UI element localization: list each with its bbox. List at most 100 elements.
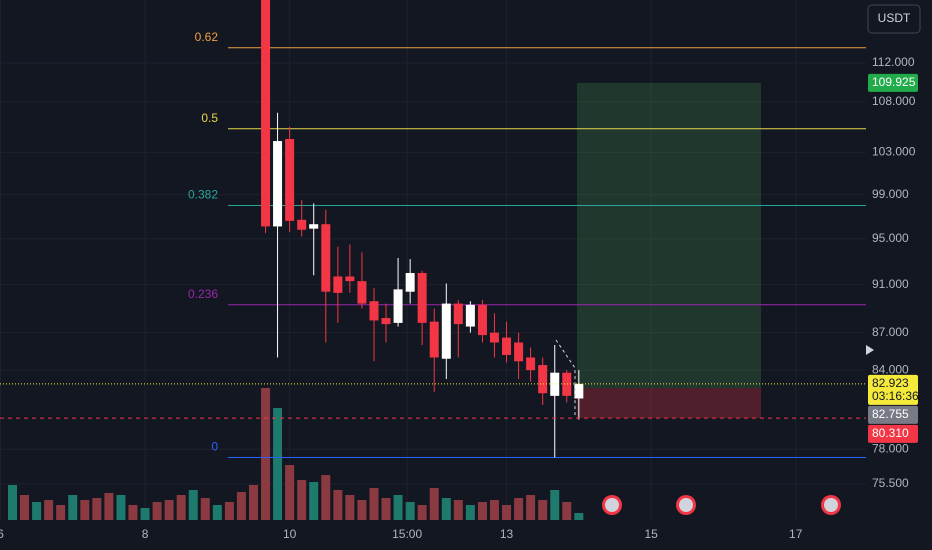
volume-bar xyxy=(465,505,475,520)
scroll-arrow[interactable] xyxy=(866,345,874,355)
fib-label: 0.62 xyxy=(195,30,219,44)
volume-bar xyxy=(261,388,271,520)
volume-bar xyxy=(429,488,439,520)
volume-bar xyxy=(285,465,295,520)
volume-bar xyxy=(44,500,54,520)
x-tick-label: 8 xyxy=(142,527,149,541)
candle-body xyxy=(417,272,427,323)
candle-body xyxy=(321,224,331,292)
candle-body xyxy=(477,304,487,336)
volume-bar xyxy=(80,500,90,520)
candle-body xyxy=(285,138,295,221)
volume-bar xyxy=(212,505,222,520)
candle-body xyxy=(429,321,439,358)
volume-bar xyxy=(477,502,487,520)
candle-body xyxy=(357,281,367,304)
fib-label: 0 xyxy=(211,440,218,454)
volume-bar xyxy=(140,508,150,520)
fib-label: 0.236 xyxy=(188,287,218,301)
candle-body xyxy=(502,337,512,355)
candle-body xyxy=(574,383,584,399)
fib-label: 0.5 xyxy=(201,111,218,125)
price-label: 109.925 xyxy=(872,75,916,89)
volume-bar xyxy=(538,500,548,520)
x-tick-label: 15 xyxy=(644,527,658,541)
volume-bar xyxy=(92,498,102,520)
volume-bar xyxy=(176,495,186,520)
x-tick-label: 10 xyxy=(283,527,297,541)
volume-bar xyxy=(68,495,78,520)
volume-bar xyxy=(188,490,198,520)
candle-body xyxy=(381,318,391,325)
candle-body xyxy=(538,365,548,394)
position-stop-zone xyxy=(577,388,762,419)
volume-bar xyxy=(550,490,560,520)
event-icons xyxy=(602,495,841,515)
candle-body xyxy=(465,304,475,327)
candle-body xyxy=(514,342,524,362)
position-target-zone xyxy=(577,82,762,389)
volume-bar xyxy=(297,480,307,520)
volume-bar xyxy=(357,500,367,520)
volume-bar xyxy=(309,482,319,520)
volume-bar xyxy=(128,505,138,520)
currency-label[interactable]: USDT xyxy=(878,11,911,25)
volume-bar xyxy=(369,488,379,520)
y-tick-label: 103.000 xyxy=(872,145,916,159)
candle-body xyxy=(309,224,319,229)
y-tick-label: 91.000 xyxy=(872,277,909,291)
x-tick-label: 6 xyxy=(0,527,4,541)
y-tick-label: 112.000 xyxy=(872,55,915,69)
volume-bar xyxy=(405,502,415,520)
axis: 112.000 108.000 103.000 99.000 95.000 91.000 8… xyxy=(0,55,919,541)
candle-body xyxy=(393,289,403,323)
volume-bar xyxy=(489,500,499,520)
candle-body xyxy=(345,276,355,282)
candle-body xyxy=(261,0,271,227)
event-icon-inner xyxy=(679,498,693,512)
price-label-box xyxy=(868,405,918,424)
volume-bar xyxy=(200,498,210,520)
y-tick-label: 75.500 xyxy=(872,476,909,490)
volume-bar xyxy=(562,502,572,520)
candle-body xyxy=(369,301,379,321)
volume-bar xyxy=(104,493,114,520)
event-icon-inner xyxy=(605,498,619,512)
volume-bar xyxy=(164,500,174,520)
candle-body xyxy=(273,141,283,227)
candle-body xyxy=(526,357,536,371)
candle-body xyxy=(550,372,560,396)
y-tick-label: 95.000 xyxy=(872,231,909,245)
currency-button[interactable] xyxy=(867,4,921,34)
price-label-box xyxy=(868,424,918,443)
volume-bar xyxy=(32,502,42,520)
candle-body xyxy=(297,219,307,230)
volume-bar xyxy=(526,495,536,520)
volume-bar xyxy=(321,475,331,520)
candle-body xyxy=(453,303,463,325)
volume-bar xyxy=(333,490,343,520)
candle-body xyxy=(441,303,451,359)
candle-body xyxy=(489,332,499,343)
price-label: 82.755 xyxy=(872,407,909,421)
volume-bar xyxy=(116,495,126,520)
x-tick-label: 17 xyxy=(789,527,803,541)
y-tick-label: 84.000 xyxy=(872,362,909,376)
volume-bar xyxy=(248,485,258,520)
volume-bar xyxy=(224,502,234,520)
price-label: 82.923 xyxy=(872,376,909,390)
y-tick-label: 78.000 xyxy=(872,441,909,455)
price-countdown: 03:16:36 xyxy=(872,389,919,403)
volume-bar xyxy=(502,505,512,520)
volume-bar xyxy=(441,498,451,520)
y-tick-label: 87.000 xyxy=(872,325,909,339)
price-label-box xyxy=(868,73,918,92)
event-icon-inner xyxy=(824,498,838,512)
volume-bar xyxy=(574,513,584,520)
volume-bar xyxy=(152,502,162,520)
y-tick-label: 108.000 xyxy=(872,94,916,108)
x-tick-label: 13 xyxy=(500,527,514,541)
x-tick-label: 15:00 xyxy=(392,527,422,541)
